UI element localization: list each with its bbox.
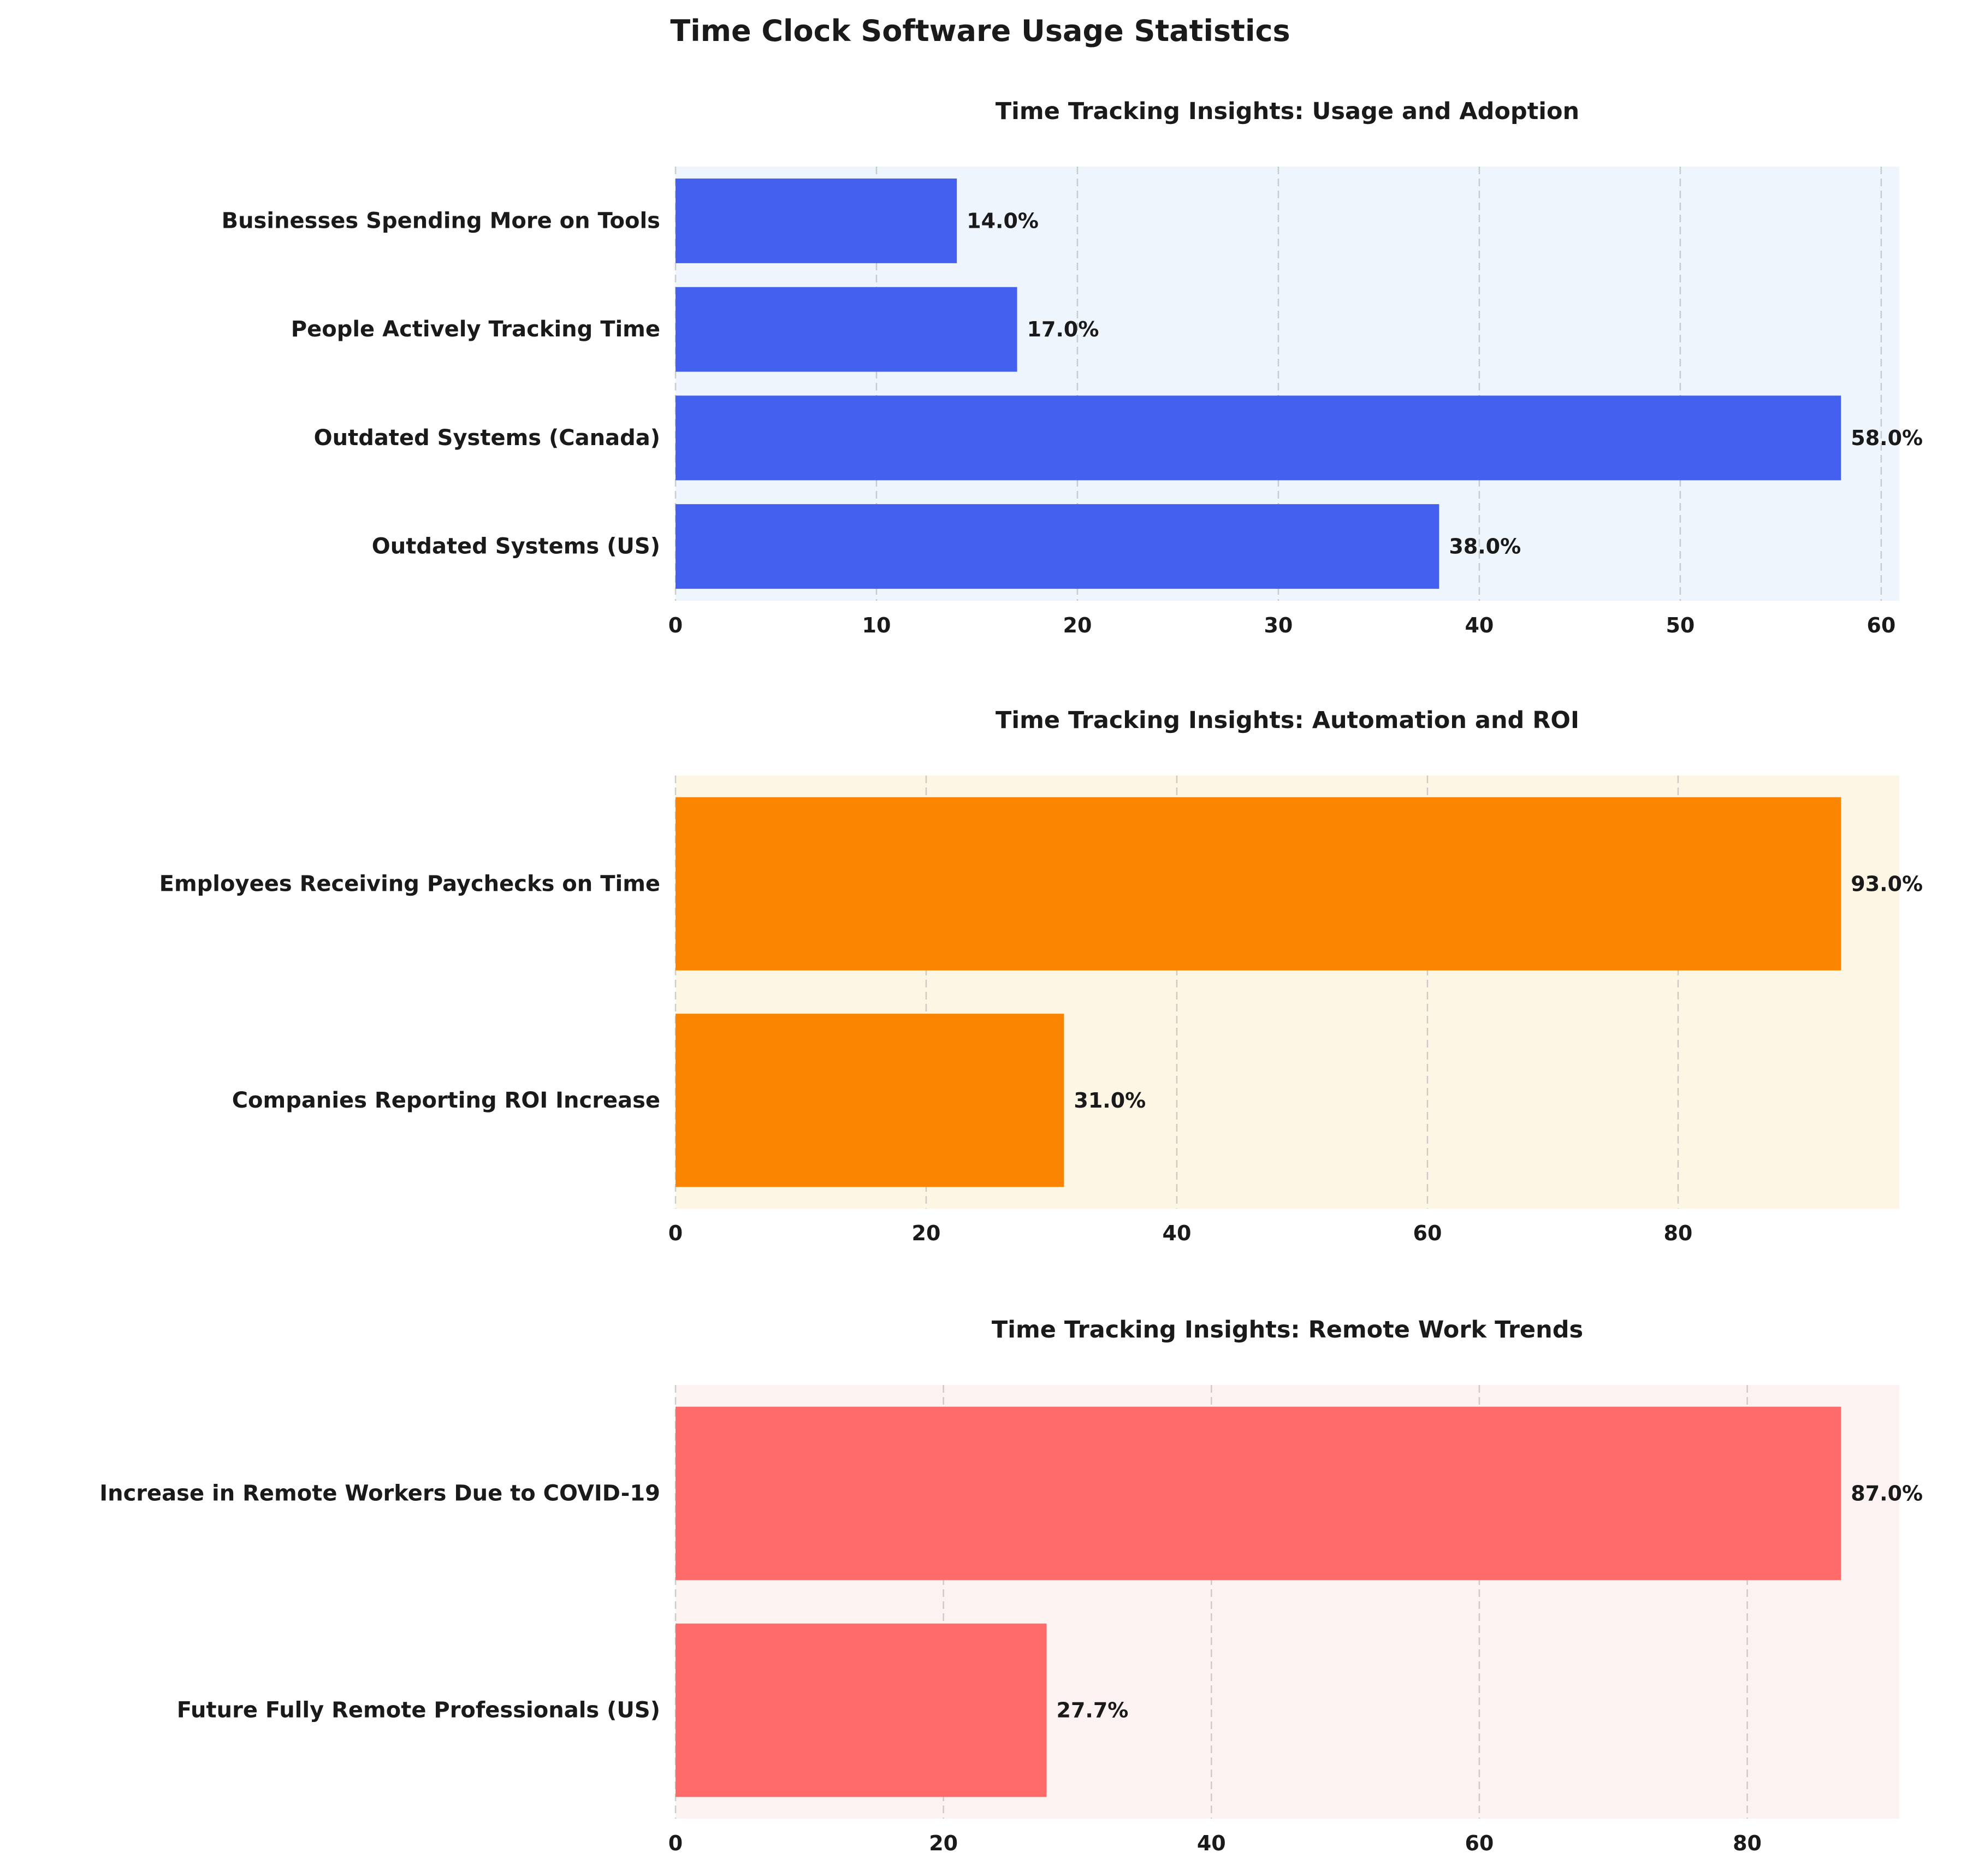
bar bbox=[676, 1406, 1841, 1581]
x-tick-label: 0 bbox=[668, 613, 683, 637]
x-tick-label: 80 bbox=[1733, 1831, 1762, 1855]
category-label: Employees Receiving Paychecks on Time bbox=[159, 871, 660, 896]
x-tick-label: 10 bbox=[862, 613, 891, 637]
x-tick-label: 80 bbox=[1663, 1221, 1692, 1245]
value-label: 87.0% bbox=[1851, 1482, 1923, 1506]
value-label: 17.0% bbox=[1027, 317, 1099, 341]
bar bbox=[676, 1014, 1064, 1187]
value-label: 93.0% bbox=[1851, 872, 1923, 896]
chart-panel-3: Time Tracking Insights: Remote Work Tren… bbox=[99, 1316, 1923, 1855]
x-tick-label: 60 bbox=[1867, 613, 1895, 637]
bar bbox=[676, 1623, 1047, 1797]
category-label: Outdated Systems (US) bbox=[372, 534, 660, 559]
x-tick-label: 30 bbox=[1264, 613, 1293, 637]
x-tick-label: 20 bbox=[1063, 613, 1092, 637]
category-label: Companies Reporting ROI Increase bbox=[232, 1088, 660, 1113]
bar bbox=[676, 178, 957, 263]
x-tick-label: 40 bbox=[1163, 1221, 1192, 1245]
x-tick-label: 20 bbox=[929, 1831, 958, 1855]
category-label: Increase in Remote Workers Due to COVID-… bbox=[99, 1481, 660, 1506]
x-tick-label: 50 bbox=[1666, 613, 1695, 637]
x-tick-label: 60 bbox=[1465, 1831, 1494, 1855]
x-tick-label: 40 bbox=[1465, 613, 1494, 637]
chart-panel-1: Time Tracking Insights: Usage and Adopti… bbox=[222, 98, 1923, 637]
category-label: People Actively Tracking Time bbox=[291, 317, 660, 342]
chart-panel-2: Time Tracking Insights: Automation and R… bbox=[159, 707, 1923, 1245]
bar bbox=[676, 395, 1841, 481]
value-label: 38.0% bbox=[1449, 535, 1521, 559]
bar bbox=[676, 797, 1841, 970]
x-tick-label: 0 bbox=[668, 1221, 683, 1245]
chart-title: Time Tracking Insights: Remote Work Tren… bbox=[992, 1316, 1583, 1344]
category-label: Outdated Systems (Canada) bbox=[314, 425, 660, 451]
value-label: 14.0% bbox=[967, 209, 1039, 233]
category-label: Businesses Spending More on Tools bbox=[222, 208, 660, 233]
figure-title: Time Clock Software Usage Statistics bbox=[670, 14, 1290, 48]
bar bbox=[676, 287, 1017, 372]
value-label: 27.7% bbox=[1057, 1699, 1129, 1723]
chart-title: Time Tracking Insights: Usage and Adopti… bbox=[996, 98, 1579, 125]
x-tick-label: 0 bbox=[668, 1831, 683, 1855]
x-tick-label: 20 bbox=[912, 1221, 941, 1245]
chart-title: Time Tracking Insights: Automation and R… bbox=[996, 707, 1579, 734]
value-label: 58.0% bbox=[1851, 426, 1923, 450]
x-tick-label: 40 bbox=[1197, 1831, 1226, 1855]
category-label: Future Fully Remote Professionals (US) bbox=[177, 1698, 660, 1723]
x-tick-label: 60 bbox=[1413, 1221, 1442, 1245]
bar bbox=[676, 504, 1439, 589]
value-label: 31.0% bbox=[1074, 1088, 1146, 1112]
